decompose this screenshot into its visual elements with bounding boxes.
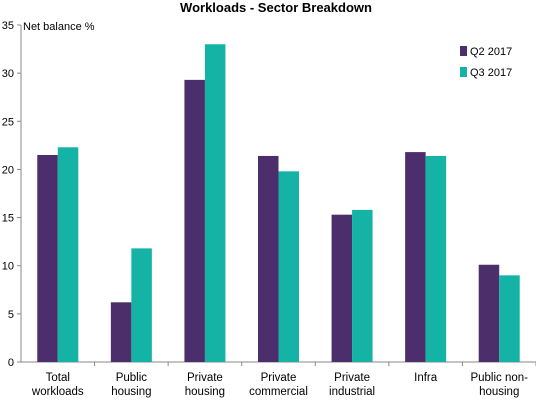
x-tick-label: Private commercial xyxy=(249,372,308,398)
x-tick-label: Private housing xyxy=(185,372,225,398)
legend-label: Q2 2017 xyxy=(470,46,512,58)
legend-swatch xyxy=(460,67,467,77)
legend: Q2 2017 Q3 2017 xyxy=(460,46,512,79)
y-axis-label: Net balance % xyxy=(23,21,95,33)
y-tick-label: 30 xyxy=(2,68,14,80)
x-tick-label: Infra xyxy=(414,372,438,384)
y-tick-label: 35 xyxy=(2,20,14,32)
bar-q2-1 xyxy=(110,302,132,362)
bar-q2-3 xyxy=(258,155,279,362)
y-tick-label: 25 xyxy=(2,116,14,128)
legend-label: Q3 2017 xyxy=(470,67,512,79)
y-tick-label: 0 xyxy=(8,357,14,369)
y-tick-label: 5 xyxy=(8,309,14,321)
x-tick-label: Total workloads xyxy=(31,372,84,398)
x-tick-label: Public housing xyxy=(111,372,151,398)
y-tick-label: 10 xyxy=(2,261,14,273)
bar-q3-4 xyxy=(352,209,373,362)
chart-title: Workloads - Sector Breakdown xyxy=(180,0,372,15)
bar-q3-3 xyxy=(278,171,299,362)
bar-q3-0 xyxy=(57,147,79,362)
bar-q3-1 xyxy=(131,248,152,362)
y-tick-label: 15 xyxy=(2,213,14,225)
x-tick-label: Private industrial xyxy=(329,372,375,398)
bar-q3-5 xyxy=(425,155,447,362)
bar-q2-6 xyxy=(478,264,500,362)
y-ticks: 0 5 10 15 20 25 30 35 xyxy=(2,20,21,369)
bar-q2-4 xyxy=(331,214,353,362)
bar-q3-2 xyxy=(204,44,226,362)
bar-q2-2 xyxy=(184,79,205,362)
bar-q2-0 xyxy=(37,154,58,362)
x-tick-label: Public non-housing xyxy=(470,372,528,398)
y-tick-label: 20 xyxy=(2,164,14,176)
legend-swatch xyxy=(460,46,467,56)
bar-q2-5 xyxy=(405,152,426,362)
bar-q3-6 xyxy=(499,275,520,362)
bars xyxy=(37,44,520,362)
x-tick-labels: Total workloads Public housing Private housin… xyxy=(31,362,536,398)
